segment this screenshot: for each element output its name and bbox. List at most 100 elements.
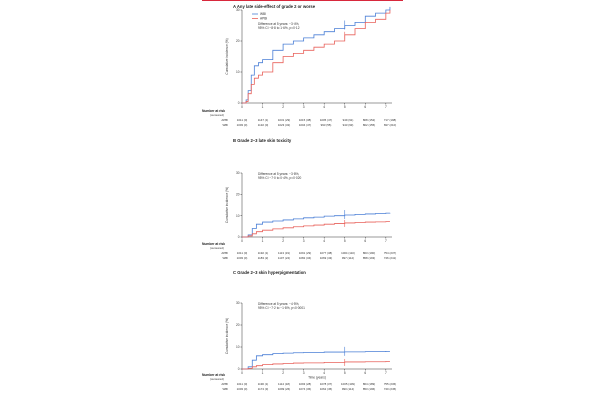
y-axis-label: Cumulative incidence (%) [225,187,229,223]
panel-title: A Any late side-effect of grade 2 or wor… [233,4,316,9]
x-tick-label: 3 [303,239,305,243]
risk-cell: 1011 (0) [237,251,248,255]
annotation-text: 95% CI −7·2 to −1·8%, p<0·0001 [258,306,305,310]
y-tick-label: 20 [236,192,240,196]
x-tick-label: 6 [364,371,366,375]
risk-cell: 853 (196) [363,387,375,391]
risk-row-label: WBI [223,256,229,260]
risk-cell: 1069 (43) [320,256,332,260]
x-tick-label: 5 [344,371,346,375]
risk-table-header: Number at risk [202,109,225,113]
risk-cell: 858 (193) [363,256,375,260]
risk-cell: 1005 (109) [341,382,355,386]
risk-cell: 1107 (24) [278,256,290,260]
x-tick-label: 1 [262,371,264,375]
x-tick-label: 7 [385,239,387,243]
y-tick-label: 30 [236,301,240,305]
risk-cell: 1132 (0) [258,123,269,127]
risk-cell: 755 (236) [384,382,396,386]
risk-cell: 802 (155) [363,123,375,127]
x-tick-label: 2 [282,239,284,243]
risk-cell: 1099 (26) [278,387,290,391]
x-tick-label: 2 [282,371,284,375]
y-tick-label: 0 [238,367,240,371]
y-tick-label: 30 [236,8,240,12]
risk-row-label: APBI [221,118,228,122]
x-tick-label: 6 [364,105,366,109]
y-axis-label: Cumulative incidence (%) [225,318,229,354]
y-tick-label: 10 [236,345,240,349]
risk-cell: 746 (241) [384,256,396,260]
km-curve-red [242,361,390,370]
risk-cell: 1003 (0) [237,123,248,127]
risk-table-subheader: (censored) [210,377,224,381]
risk-table-subheader: (censored) [210,246,224,250]
risk-cell: 1023 (32) [278,123,290,127]
risk-cell: 1114 (18) [278,382,290,386]
annotation-text: Difference at 5 years: −3·8%, [258,172,299,176]
risk-cell: 864 (189) [363,382,375,386]
risk-row-label: APBI [221,382,228,386]
y-tick-label: 0 [238,101,240,105]
risk-cell: 1174 (3) [258,387,269,391]
risk-cell: 1011 (0) [237,382,248,386]
annotation-text: Difference at 5 years: −4·5%, [258,302,299,306]
risk-table-header: Number at risk [202,373,225,377]
top-accent-line [202,0,403,1]
risk-cell: 1082 (34) [299,256,311,260]
km-curve-red [242,10,391,104]
risk-cell: 1003 (0) [237,387,248,391]
risk-cell: 1031 (29) [278,118,290,122]
x-tick-label: 0 [241,371,243,375]
y-tick-label: 10 [236,214,240,218]
risk-cell: 943 (93) [343,123,354,127]
risk-cell: 808 (152) [363,118,375,122]
y-tick-label: 20 [236,323,240,327]
km-curve-blue [242,351,390,370]
x-tick-label: 0 [241,105,243,109]
risk-cell: 990 (114) [342,387,354,391]
legend-label: WBI [260,12,266,16]
risk-cell: 754 (237) [384,251,396,255]
risk-cell: 993 (55) [321,123,332,127]
y-tick-label: 20 [236,39,240,43]
risk-cell: 1003 (0) [237,256,248,260]
risk-cell: 863 (190) [363,251,375,255]
risk-cell: 1015 (38) [299,118,311,122]
annotation-text: Difference at 5 years: −3·4%, [258,22,299,26]
panel-title: B Grade 2–3 late skin toxicity [233,138,292,143]
risk-table-subheader: (censored) [210,113,224,117]
risk-cell: 697 (210) [384,123,396,127]
risk-cell: 1183 (2) [258,256,269,260]
risk-cell: 1062 (45) [320,387,332,391]
risk-cell: 1147 (1) [258,118,269,122]
risk-row-label: APBI [221,251,228,255]
x-tick-label: 2 [282,105,284,109]
km-curve-red [242,221,390,238]
x-tick-label: 3 [303,105,305,109]
risk-row-label: WBI [223,123,229,127]
risk-cell: 1113 (19) [278,251,290,255]
risk-cell: 740 (245) [384,387,396,391]
x-tick-label: 1 [262,105,264,109]
risk-cell: 1093 (28) [299,382,311,386]
x-axis-label: Time (years) [308,376,326,380]
x-tick-label: 4 [323,371,325,375]
risk-cell: 1074 (36) [299,387,311,391]
x-tick-label: 3 [303,371,305,375]
x-tick-label: 7 [385,105,387,109]
x-tick-label: 5 [344,239,346,243]
y-tick-label: 0 [238,235,240,239]
risk-row-label: WBI [223,387,229,391]
x-tick-label: 4 [323,239,325,243]
x-tick-label: 5 [344,105,346,109]
risk-cell: 717 (198) [384,118,396,122]
panel-title: C Grade 2–3 skin hyperpigmentation [233,270,306,275]
risk-cell: 1077 (38) [320,251,332,255]
y-tick-label: 10 [236,70,240,74]
risk-cell: 1004 (47) [299,123,311,127]
x-tick-label: 1 [262,239,264,243]
annotation-text: 95% CI −8·8 to 1·6%, p=0·12 [258,26,300,30]
risk-cell: 1091 (29) [299,251,311,255]
